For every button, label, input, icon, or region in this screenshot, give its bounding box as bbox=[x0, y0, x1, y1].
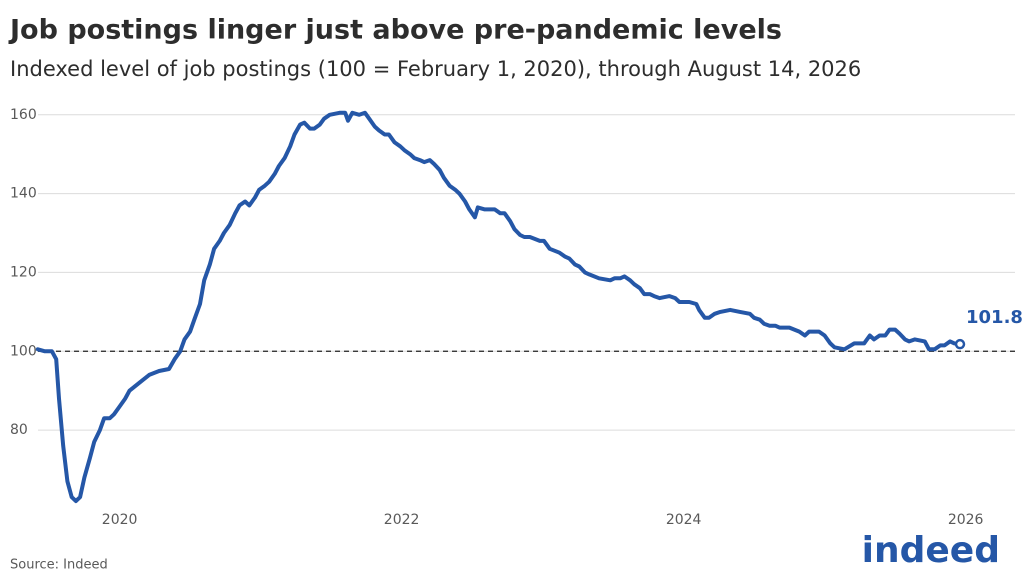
y-tick-label: 100 bbox=[10, 343, 37, 359]
x-tick-label: 2022 bbox=[384, 512, 420, 528]
y-tick-label: 160 bbox=[10, 107, 37, 123]
x-tick-label: 2024 bbox=[666, 512, 702, 528]
y-tick-label: 120 bbox=[10, 264, 37, 280]
end-label: 101.8 bbox=[966, 307, 1023, 328]
end-marker bbox=[954, 338, 966, 350]
source: Source: Indeed bbox=[10, 558, 108, 573]
series-line bbox=[35, 110, 962, 504]
logo: indeed bbox=[862, 530, 1000, 571]
x-tick-label: 2026 bbox=[948, 512, 984, 528]
chart-subtitle: Indexed level of job postings (100 = Feb… bbox=[10, 57, 861, 81]
y-tick-label: 80 bbox=[10, 422, 28, 438]
x-tick-label: 2020 bbox=[102, 512, 138, 528]
y-tick-label: 140 bbox=[10, 186, 37, 202]
chart-title: Job postings linger just above pre-pande… bbox=[8, 15, 782, 46]
